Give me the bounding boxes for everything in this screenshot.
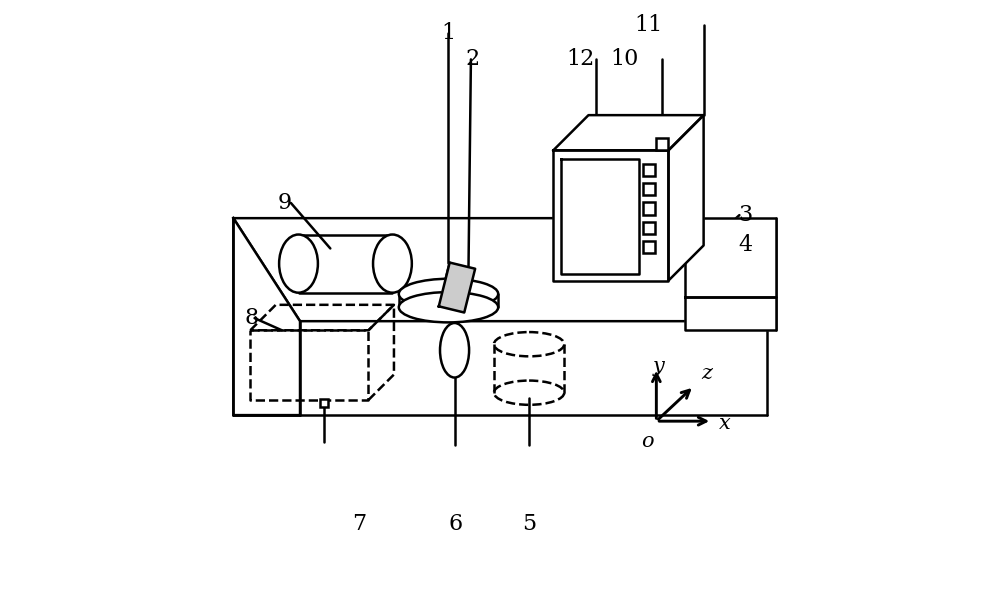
Ellipse shape (399, 292, 498, 322)
Polygon shape (685, 218, 776, 297)
Bar (643, 164, 655, 176)
Polygon shape (668, 115, 704, 281)
Bar (643, 202, 655, 215)
Polygon shape (685, 297, 776, 330)
Text: 9: 9 (278, 192, 292, 214)
Text: 2: 2 (466, 48, 480, 70)
Ellipse shape (399, 279, 498, 309)
Bar (643, 241, 655, 253)
Bar (320, 399, 328, 407)
Text: 11: 11 (634, 15, 663, 36)
Text: 8: 8 (244, 307, 259, 329)
Text: 5: 5 (522, 513, 536, 535)
Text: 1: 1 (441, 22, 456, 44)
Polygon shape (561, 159, 639, 274)
Polygon shape (233, 218, 767, 321)
Bar (643, 222, 655, 234)
Bar (656, 138, 668, 150)
Polygon shape (553, 115, 704, 150)
Polygon shape (233, 218, 300, 415)
Polygon shape (553, 150, 668, 281)
Ellipse shape (373, 235, 412, 293)
Text: z: z (701, 364, 712, 383)
Text: x: x (719, 414, 731, 433)
Text: 6: 6 (449, 513, 463, 535)
Ellipse shape (440, 323, 469, 378)
Text: 12: 12 (566, 48, 594, 70)
Bar (643, 183, 655, 195)
Text: 3: 3 (738, 204, 753, 226)
Text: o: o (642, 432, 654, 451)
Ellipse shape (279, 235, 318, 293)
Text: 4: 4 (738, 235, 752, 256)
Text: 7: 7 (352, 513, 366, 535)
Text: y: y (653, 357, 665, 376)
Polygon shape (439, 262, 475, 313)
Text: 10: 10 (610, 48, 638, 70)
